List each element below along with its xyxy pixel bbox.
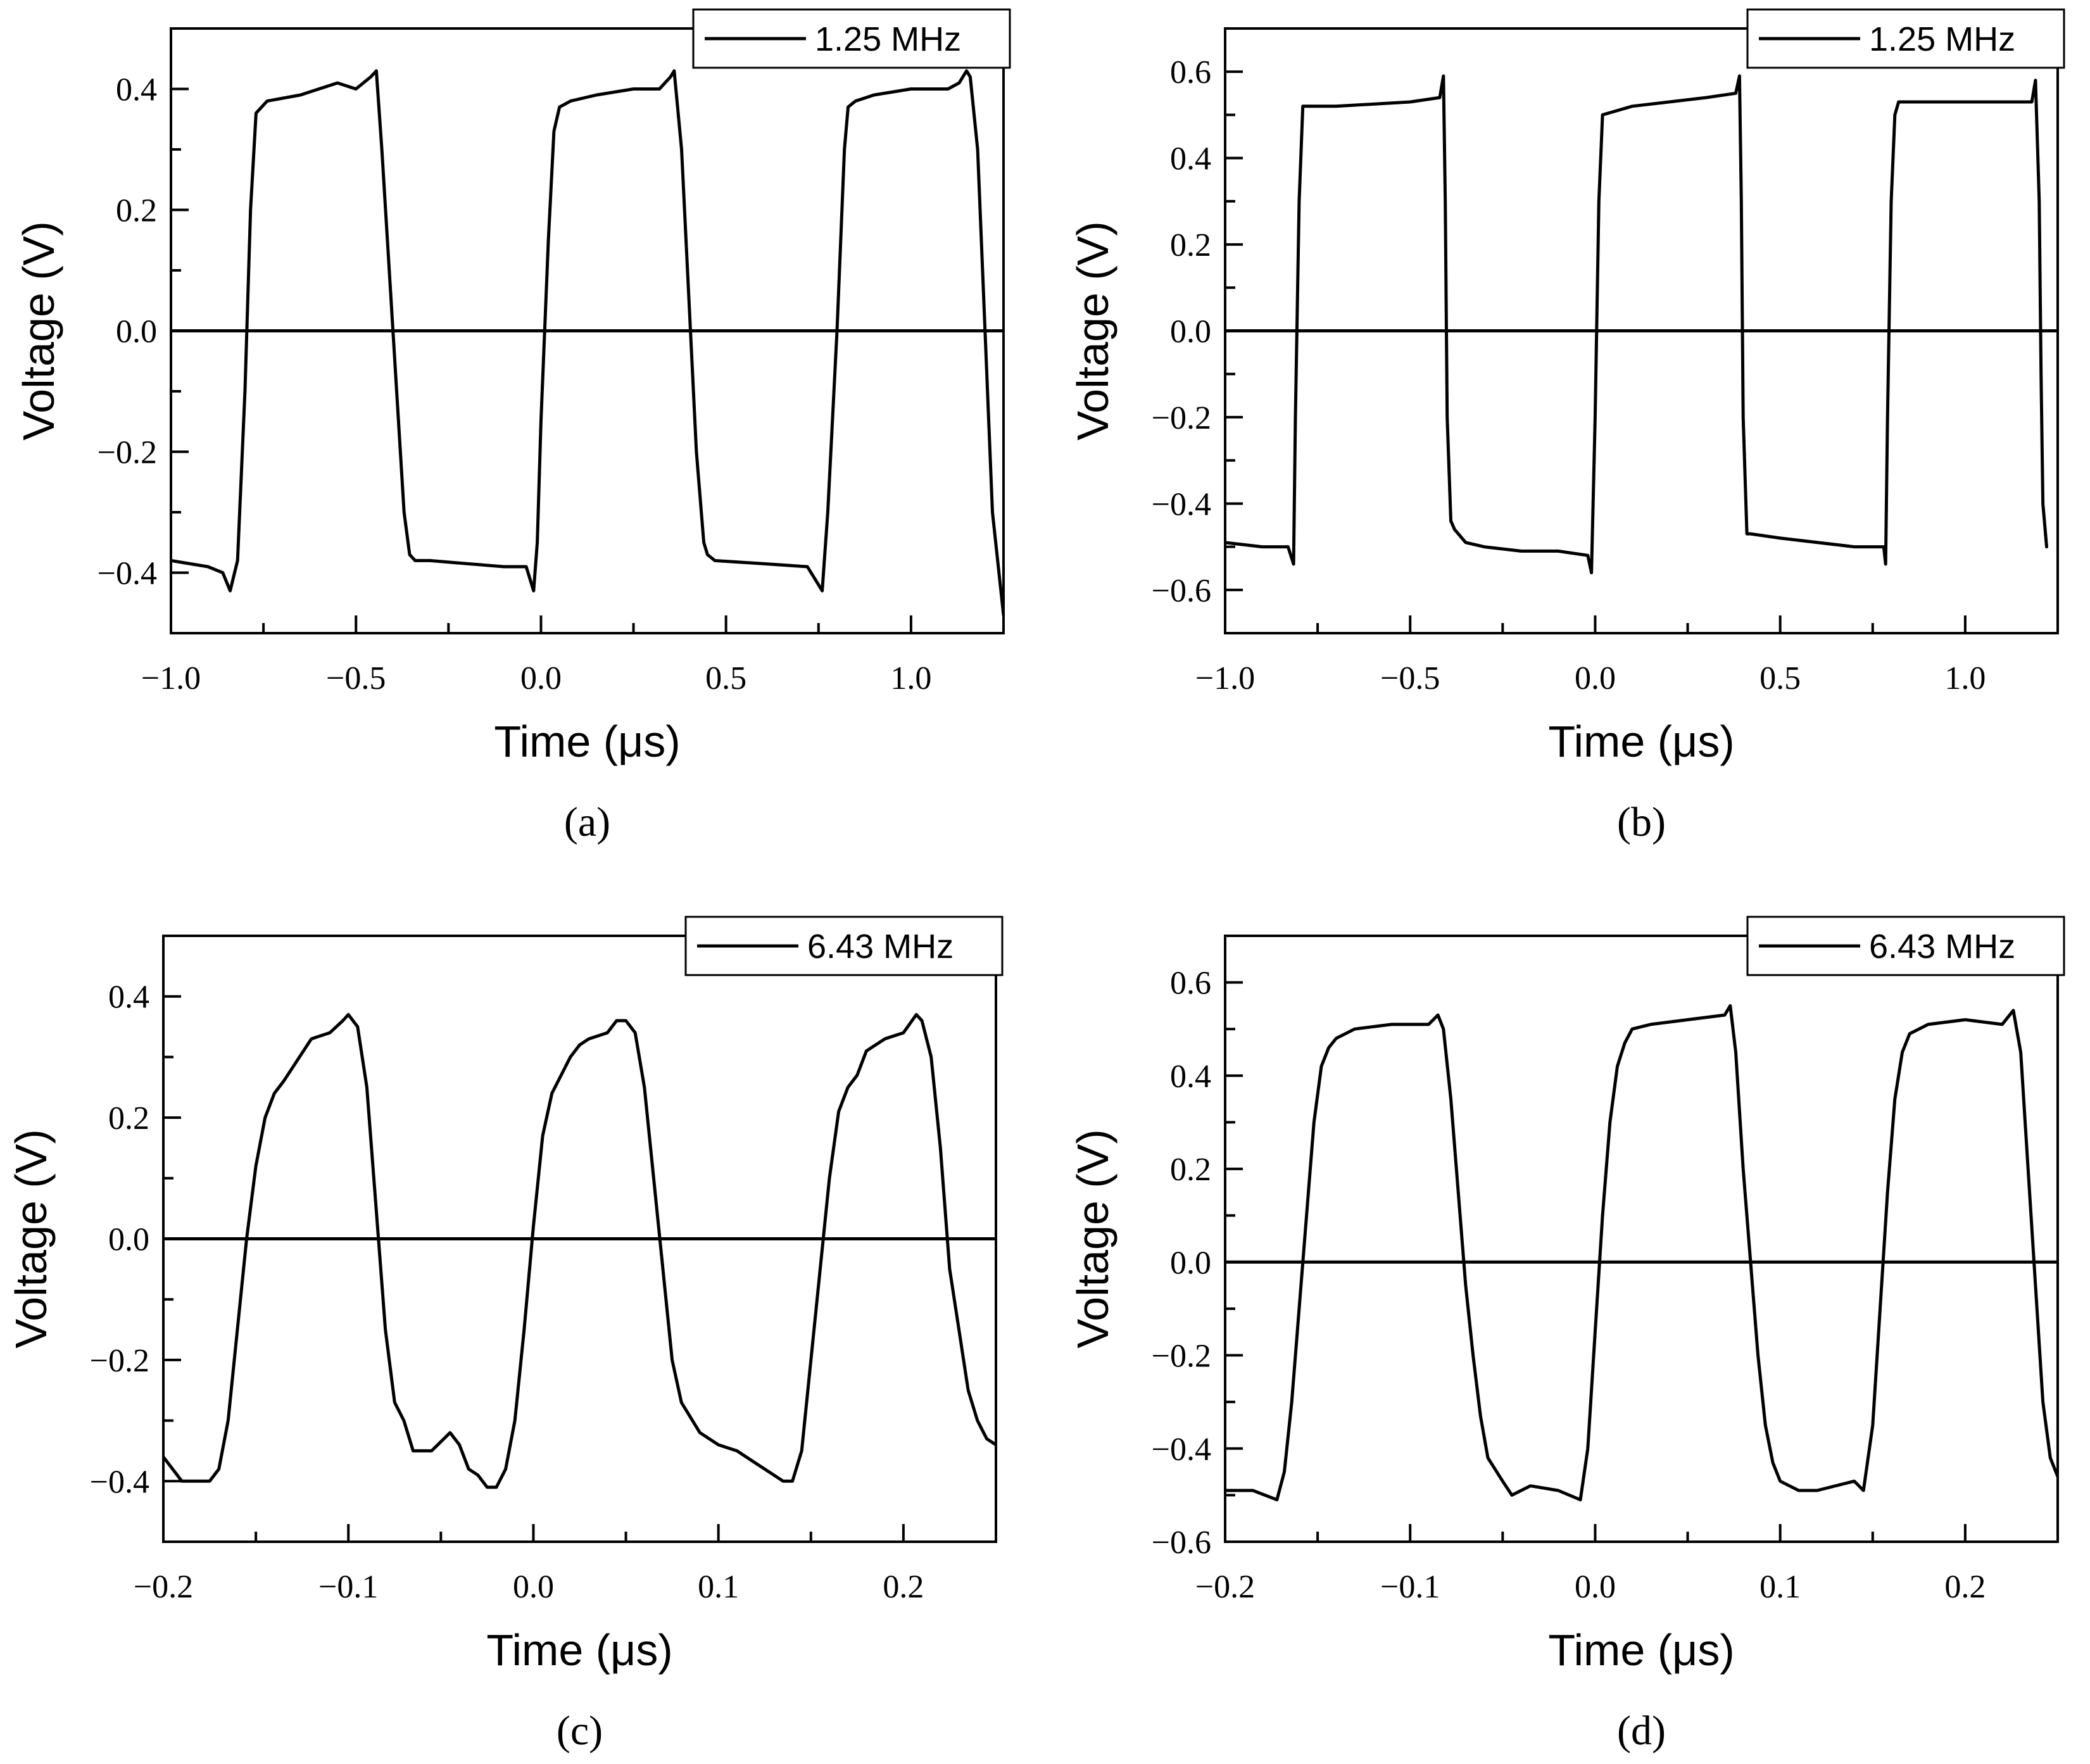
y-axis-title: Voltage (V) — [14, 221, 63, 440]
y-axis-title: Voltage (V) — [6, 1129, 56, 1348]
legend-label: 1.25 MHz — [1869, 20, 2015, 58]
y-tick-label: −0.6 — [1152, 1525, 1211, 1561]
y-tick-label: 0.0 — [116, 314, 157, 350]
x-axis-title: Time (μs) — [1548, 1625, 1734, 1675]
y-tick-label: 0.2 — [1170, 1152, 1211, 1188]
x-tick-label: 0.5 — [705, 660, 746, 696]
x-tick-label: 0.0 — [513, 1569, 554, 1605]
y-tick-label: 0.4 — [108, 980, 149, 1016]
y-tick-label: −0.2 — [1152, 400, 1211, 436]
y-tick-label: 0.0 — [108, 1222, 149, 1258]
panel-caption: (d) — [1617, 1708, 1666, 1754]
panel-caption: (b) — [1617, 799, 1666, 845]
y-tick-label: 0.2 — [108, 1100, 149, 1137]
y-tick-label: −0.4 — [90, 1464, 149, 1500]
series-line-d-0 — [1225, 1004, 2058, 1502]
x-tick-label: 0.2 — [1944, 1569, 1986, 1605]
y-tick-label: −0.2 — [1152, 1339, 1211, 1375]
x-tick-label: 0.0 — [1575, 660, 1616, 696]
x-tick-label: −0.5 — [1380, 660, 1440, 696]
panel-d: −0.2 −0.1 0.0 0.1 0.2 −0.6 −0.4 −0.2 0.0 0.2 0.4 0.… — [1068, 916, 2065, 1754]
series-line-a-0 — [171, 69, 1004, 617]
y-tick-label: 0.6 — [1170, 966, 1211, 1002]
x-tick-label: −0.1 — [318, 1569, 378, 1605]
x-tick-label: −0.2 — [134, 1569, 193, 1605]
y-tick-label: −0.4 — [1152, 486, 1211, 522]
x-tick-label: −0.2 — [1195, 1569, 1255, 1605]
y-tick-label: −0.2 — [98, 435, 157, 471]
y-axis-title: Voltage (V) — [1068, 1129, 1117, 1348]
x-axis-title: Time (μs) — [494, 717, 680, 766]
y-tick-label: 0.4 — [116, 72, 157, 108]
x-tick-label: −0.5 — [326, 660, 386, 696]
y-axis-title: Voltage (V) — [1068, 221, 1117, 440]
legend: 1.25 MHz — [1746, 8, 2065, 69]
x-tick-label: −0.1 — [1380, 1569, 1440, 1605]
y-tick-label: −0.6 — [1152, 573, 1211, 609]
y-tick-label: 0.0 — [1170, 314, 1211, 350]
plot-frame — [1224, 935, 2059, 1543]
x-tick-label: 0.0 — [1575, 1569, 1616, 1605]
series-line-b-0 — [1225, 74, 2048, 574]
x-axis-title: Time (μs) — [486, 1625, 672, 1675]
y-tick-label: 0.4 — [1170, 1059, 1211, 1095]
panel-caption: (c) — [557, 1708, 603, 1754]
x-tick-label: −1.0 — [141, 660, 201, 696]
panel-c: −0.2 −0.1 0.0 0.1 0.2 −0.4 −0.2 0.0 0.2 0.4 Time (… — [6, 916, 1004, 1754]
x-tick-label: 0.5 — [1760, 660, 1801, 696]
x-tick-label: 0.0 — [520, 660, 562, 696]
x-axis-title: Time (μs) — [1548, 717, 1734, 766]
y-tick-label: 0.6 — [1170, 54, 1211, 91]
x-tick-label: 0.2 — [883, 1569, 924, 1605]
x-tick-label: 0.1 — [1760, 1569, 1801, 1605]
y-tick-label: −0.4 — [1152, 1432, 1211, 1468]
x-tick-label: −1.0 — [1195, 660, 1255, 696]
y-tick-label: 0.0 — [1170, 1245, 1211, 1281]
series-line-c-0 — [163, 1012, 996, 1489]
x-tick-label: 1.0 — [890, 660, 931, 696]
legend: 1.25 MHz — [692, 8, 1011, 69]
x-tick-label: 0.1 — [698, 1569, 739, 1605]
x-tick-label: 1.0 — [1944, 660, 1986, 696]
legend-label: 6.43 MHz — [807, 928, 954, 966]
legend: 6.43 MHz — [1746, 916, 2065, 976]
y-tick-label: 0.2 — [1170, 227, 1211, 263]
panel-a: −1.0 −0.5 0.0 0.5 1.0 −0.4 −0.2 0.0 0.2 0.4 Time (… — [14, 8, 1011, 845]
panel-b: −1.0 −0.5 0.0 0.5 1.0 −0.6 −0.4 −0.2 0.0 0.2 0.4 0.… — [1068, 8, 2065, 845]
y-tick-label: −0.4 — [98, 556, 157, 592]
y-tick-label: 0.2 — [116, 193, 157, 229]
y-tick-label: 0.4 — [1170, 141, 1211, 177]
legend: 6.43 MHz — [684, 916, 1004, 976]
panel-caption: (a) — [564, 799, 610, 845]
legend-label: 6.43 MHz — [1869, 928, 2015, 966]
legend-label: 1.25 MHz — [815, 20, 961, 58]
y-tick-label: −0.2 — [90, 1343, 149, 1379]
